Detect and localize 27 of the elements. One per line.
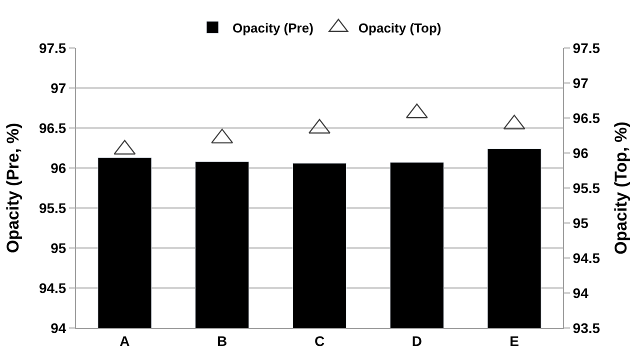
y2-tick-label: 96 <box>572 144 589 161</box>
x-tick-label: B <box>217 332 228 349</box>
x-tick-label: C <box>314 332 325 349</box>
legend-label: Opacity (Pre) <box>232 20 314 36</box>
y2-tick-label: 95.5 <box>572 180 600 196</box>
y2-tick-label: 95 <box>572 214 589 231</box>
y-tick-label: 97.5 <box>38 40 66 56</box>
x-tick-label: E <box>510 332 519 349</box>
y-tick-label: 96 <box>50 160 66 176</box>
y-tick-label: 96.5 <box>38 120 66 136</box>
point <box>308 118 330 134</box>
y-tick-label: 95 <box>50 240 66 256</box>
y2-tick-label: 93.5 <box>572 320 600 336</box>
y-tick-label: 94.5 <box>38 280 66 296</box>
y2-tick-label: 94.5 <box>572 250 600 266</box>
y2-tick-label: 97 <box>572 74 589 91</box>
y2-axis-title: Opacity (Top, %) <box>612 122 631 254</box>
x-tick-label: A <box>120 332 130 349</box>
y2-tick-label: 94 <box>572 284 589 301</box>
y-tick-label: 94 <box>50 320 66 336</box>
y-tick-label: 95.5 <box>38 200 66 216</box>
y-axis-title: Opacity (Pre, %) <box>4 122 22 254</box>
y2-tick-label: 97.5 <box>572 40 600 56</box>
x-tick-label: D <box>412 332 422 349</box>
y-tick-label: 97 <box>50 80 66 96</box>
y2-tick-label: 96.5 <box>572 110 600 126</box>
legend-label: Opacity (Top) <box>358 20 442 36</box>
